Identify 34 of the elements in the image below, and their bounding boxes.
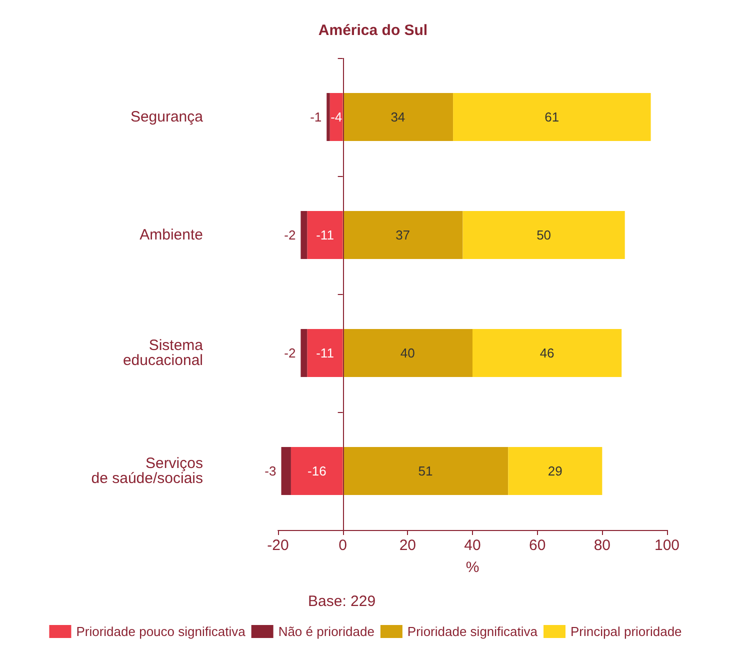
legend-label: Prioridade significativa [407,624,538,639]
y-tick-label: Segurança [130,108,204,126]
data-label: 46 [540,346,554,360]
data-label: 50 [536,228,552,242]
x-tick-label: 40 [464,537,481,554]
text: Base: 229 [308,593,376,610]
legend-label: Não é prioridade [278,624,374,639]
data-label: -4 [330,110,342,124]
x-tick-label: 0 [338,537,348,554]
legend-label: Principal prioridade [570,624,682,639]
x-tick-label: 60 [528,537,546,554]
data-label: -2 [284,228,296,242]
data-label: 29 [548,464,562,478]
data-label: 37 [396,228,410,242]
x-tick-label: 20 [399,537,416,554]
legend-label: Prioridade pouco significativa [76,624,246,639]
data-label: -2 [284,346,296,360]
x-axis-title: % [466,559,480,576]
x-tick-label: 80 [594,537,611,554]
data-label: 40 [400,346,415,360]
chart-title: América do Sul [318,22,428,39]
data-label: -1 [310,110,322,124]
y-tick-label: Ambiente [140,226,203,244]
x-tick-label: -20 [267,537,289,554]
data-label: 34 [390,110,406,124]
x-tick-label: 100 [654,537,680,554]
data-label: 61 [544,110,560,124]
data-label: 51 [418,464,433,478]
data-label: -11 [316,228,334,242]
data-label: -3 [264,464,276,478]
y-tick-label: Sistema educacional [122,337,204,369]
y-tick-label: Serviços de saúde/sociais [91,455,203,487]
data-label: -11 [316,346,334,360]
data-label: -16 [308,464,326,478]
